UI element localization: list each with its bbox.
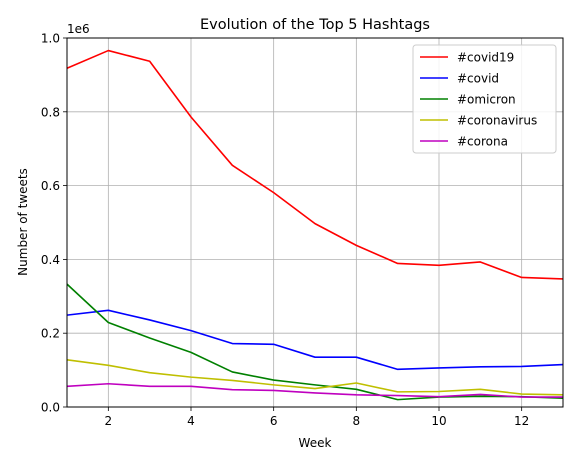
x-axis: 2 4 6 8 10 12 [105,407,530,428]
y-axis: 0.0 0.2 0.4 0.6 0.8 1.0 [41,32,67,415]
series-line-omicron [67,284,563,400]
x-axis-label: Week [299,436,332,450]
x-tick-label: 6 [270,414,278,428]
legend-label: #omicron [457,93,516,107]
legend-label: #covid [457,72,499,86]
y-tick-label: 0.8 [41,105,60,119]
legend-label: #corona [457,135,508,149]
y-axis-label: Number of tweets [16,168,30,276]
x-tick-label: 2 [105,414,113,428]
x-tick-label: 8 [353,414,361,428]
chart-title: Evolution of the Top 5 Hashtags [200,17,430,33]
x-tick-label: 10 [431,414,446,428]
y-offset-label: 1e6 [67,22,90,36]
series-line-covid [67,310,563,369]
legend-label: #covid19 [457,51,514,65]
legend: #covid19 #covid #omicron #coronavirus #coron… [413,45,556,153]
series-line-coronavirus [67,360,563,395]
x-tick-label: 4 [187,414,195,428]
y-tick-label: 0.6 [41,179,60,193]
y-tick-label: 1.0 [41,32,60,46]
y-tick-label: 0.2 [41,327,60,341]
y-tick-label: 0.4 [41,253,60,267]
legend-label: #coronavirus [457,114,537,128]
x-tick-label: 12 [514,414,529,428]
y-tick-label: 0.0 [41,401,60,415]
